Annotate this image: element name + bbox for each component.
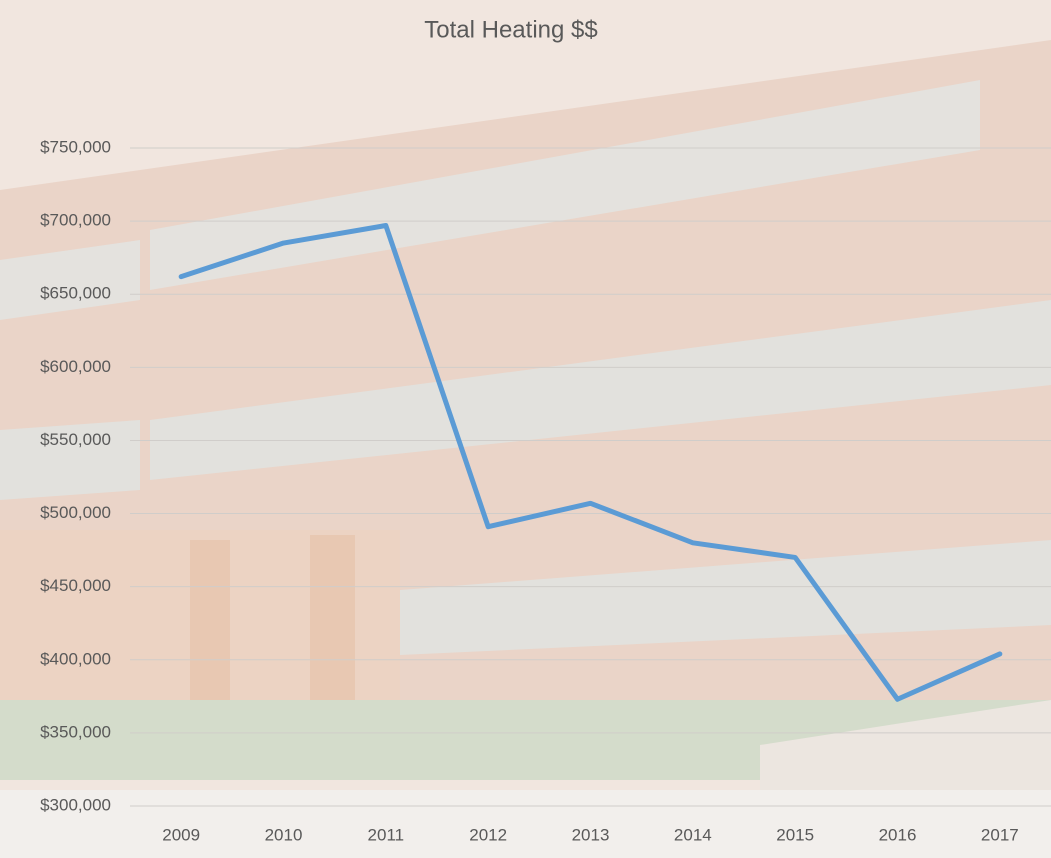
data-line	[178, 222, 1003, 702]
x-tick-label: 2011	[368, 825, 405, 844]
y-tick-label: $550,000	[40, 430, 111, 449]
y-tick-label: $350,000	[40, 722, 111, 741]
x-tick-label: 2010	[265, 825, 303, 844]
x-tick-label: 2017	[981, 825, 1019, 844]
chart-title: Total Heating $$	[424, 16, 597, 43]
y-tick-label: $300,000	[40, 795, 111, 814]
x-tick-label: 2012	[469, 825, 507, 844]
x-tick-label: 2013	[572, 825, 610, 844]
y-tick-label: $650,000	[40, 284, 111, 303]
y-tick-label: $600,000	[40, 357, 111, 376]
x-tick-label: 2014	[674, 825, 712, 844]
y-tick-label: $500,000	[40, 503, 111, 522]
x-tick-label: 2016	[879, 825, 917, 844]
y-tick-label: $700,000	[40, 211, 111, 230]
y-tick-label: $450,000	[40, 576, 111, 595]
y-tick-label: $400,000	[40, 649, 111, 668]
y-tick-label: $750,000	[40, 137, 111, 156]
x-tick-label: 2009	[162, 825, 200, 844]
x-tick-label: 2015	[776, 825, 814, 844]
